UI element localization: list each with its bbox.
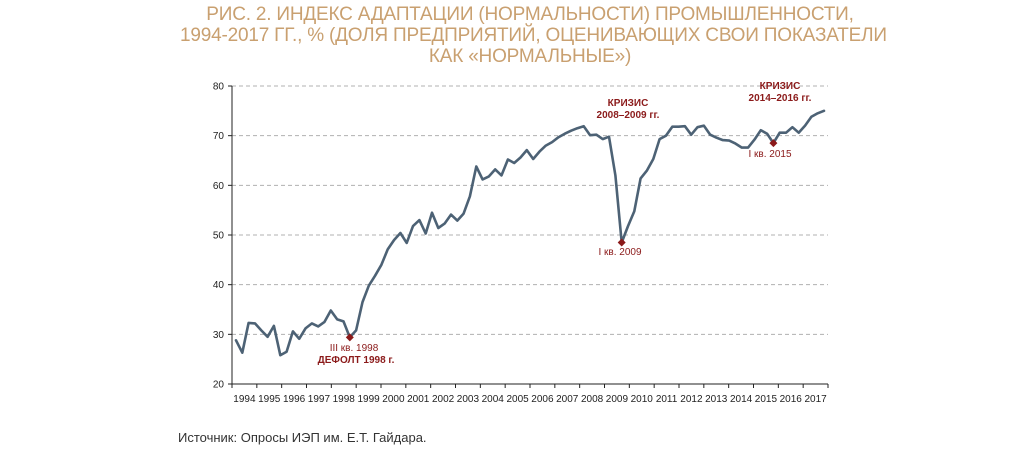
marker-point	[617, 238, 626, 247]
x-axis: 1994 1995 1996 1997 1998 1999 2000 2001 2002 2003…	[231, 383, 829, 405]
marker-point	[769, 139, 778, 148]
x-tick-label: 1996	[283, 394, 306, 405]
annotation-default-quarter: III кв. 1998	[330, 343, 379, 354]
x-tick-label: 2010	[631, 394, 654, 405]
x-tick-label: 1997	[308, 394, 331, 405]
x-tick-label: 2016	[780, 394, 803, 405]
x-tick-label: 2013	[705, 394, 728, 405]
x-tick-label: 1999	[357, 394, 380, 405]
grid-lines	[232, 85, 828, 335]
y-tick-label: 40	[213, 280, 225, 291]
x-tick-label: 2009	[606, 394, 629, 405]
x-tick-label: 2012	[680, 394, 703, 405]
y-tick-label: 70	[213, 131, 225, 142]
annotation-q2015: I кв. 2015	[748, 149, 791, 160]
x-tick-label: 1994	[233, 394, 256, 405]
annotation-crisis-2014-line1: КРИЗИС	[760, 81, 801, 92]
x-tick-label: 2007	[556, 394, 579, 405]
x-tick-label: 2015	[755, 394, 778, 405]
annotations: III кв. 1998 ДЕФОЛТ 1998 г. КРИЗИС 2008–…	[318, 81, 812, 366]
annotation-crisis-2014-line2: 2014–2016 гг.	[749, 93, 812, 104]
series-line	[234, 109, 826, 357]
x-tick-label: 2004	[482, 394, 505, 405]
title-line-1: РИС. 2. ИНДЕКС АДАПТАЦИИ (НОРМАЛЬНОСТИ) …	[206, 4, 854, 25]
y-tick-label: 60	[213, 181, 225, 192]
x-tick-label: 2017	[804, 394, 827, 405]
x-tick-label: 2008	[581, 394, 604, 405]
x-tick-label: 2000	[382, 394, 405, 405]
annotation-q2009: I кв. 2009	[598, 247, 641, 258]
y-tick-label: 30	[213, 330, 225, 341]
annotation-crisis-2009-line2: 2008–2009 гг.	[597, 110, 660, 121]
x-tick-label: 2014	[730, 394, 753, 405]
y-tick-label: 80	[213, 82, 225, 93]
annotation-default-label: ДЕФОЛТ 1998 г.	[318, 355, 395, 366]
x-tick-label: 2011	[656, 394, 678, 405]
title-line-3: КАК «НОРМАЛЬНЫЕ»)	[428, 46, 632, 67]
annotation-crisis-2009-line1: КРИЗИС	[608, 98, 649, 109]
chart-title: РИС. 2. ИНДЕКС АДАПТАЦИИ (НОРМАЛЬНОСТИ) …	[180, 4, 887, 67]
x-tick-label: 2001	[407, 394, 430, 405]
y-tick-label: 50	[213, 231, 225, 242]
x-tick-label: 2006	[531, 394, 554, 405]
series-group	[234, 109, 826, 357]
x-tick-label: 2003	[457, 394, 480, 405]
markers-group	[345, 139, 778, 342]
source-note: Источник: Опросы ИЭП им. Е.Т. Гайдара.	[178, 430, 427, 445]
x-tick-label: 1998	[333, 394, 356, 405]
y-tick-label: 20	[213, 380, 225, 391]
x-tick-label: 1995	[258, 394, 281, 405]
x-tick-label: 2005	[506, 394, 529, 405]
marker-point	[345, 333, 354, 342]
title-line-2: 1994-2017 ГГ., % (ДОЛЯ ПРЕДПРИЯТИЙ, ОЦЕН…	[180, 25, 887, 46]
x-tick-label: 2002	[432, 394, 455, 405]
y-axis: 20 30 40 50 60 70 80	[213, 82, 233, 391]
